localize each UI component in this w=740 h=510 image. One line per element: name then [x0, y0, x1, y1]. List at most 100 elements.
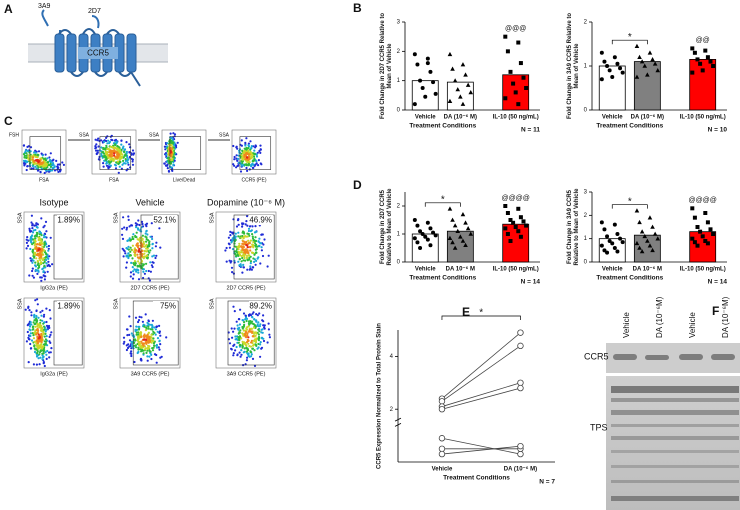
event-dot	[232, 163, 235, 166]
tps-bands	[611, 386, 739, 501]
event-dot	[157, 346, 160, 349]
event-dot	[227, 338, 230, 341]
event-dot	[253, 231, 257, 234]
event-dot	[173, 144, 176, 147]
data-point	[465, 226, 471, 231]
event-dot	[155, 346, 159, 349]
event-dot	[233, 259, 236, 262]
event-dot	[255, 320, 258, 323]
event-dot	[225, 246, 228, 250]
event-dot	[158, 324, 161, 327]
event-dot	[146, 344, 150, 347]
event-dot	[113, 163, 117, 166]
event-dot	[244, 318, 247, 321]
event-dot	[257, 240, 260, 243]
x-tick-label: IL-10 (50 ng/mL)	[493, 267, 539, 273]
event-dot	[248, 245, 251, 249]
event-dot	[136, 264, 139, 267]
blot-tps	[606, 376, 740, 510]
event-dot	[34, 151, 38, 154]
event-dot	[120, 139, 123, 142]
event-dot	[26, 150, 30, 153]
event-dot	[250, 268, 253, 271]
event-dot	[238, 253, 241, 256]
event-dot	[131, 248, 134, 252]
event-dot	[237, 231, 240, 234]
data-point	[428, 243, 433, 248]
event-dot	[132, 270, 135, 273]
event-dot	[37, 248, 40, 251]
event-dot	[31, 267, 34, 270]
event-dot	[122, 216, 125, 219]
event-dot	[138, 342, 142, 345]
event-dot	[145, 238, 148, 241]
data-point	[517, 442, 524, 450]
panel-letter: B	[353, 1, 362, 15]
data-point	[412, 102, 417, 107]
event-dot	[103, 140, 106, 143]
event-dot	[249, 330, 252, 333]
data-point	[703, 239, 708, 243]
data-point	[450, 217, 455, 222]
event-dot	[34, 251, 37, 255]
event-dot	[159, 356, 162, 359]
data-point	[705, 241, 710, 246]
data-point	[420, 86, 425, 90]
event-dot	[105, 146, 108, 149]
event-dot	[232, 352, 235, 355]
event-dot	[127, 343, 130, 346]
y-tick-label: 2	[584, 213, 588, 219]
event-dot	[40, 240, 43, 244]
significance-label: @@@@	[501, 195, 529, 202]
event-dot	[26, 244, 30, 247]
event-dot	[246, 246, 249, 249]
event-dot	[35, 317, 38, 320]
event-dot	[116, 148, 119, 151]
gating-y-label: FSH	[9, 132, 19, 138]
event-dot	[159, 246, 162, 249]
event-dot	[138, 315, 141, 318]
event-dot	[135, 333, 138, 336]
event-dot	[48, 356, 51, 359]
data-point	[452, 223, 458, 228]
significance-bracket	[441, 315, 521, 320]
event-dot	[233, 310, 236, 313]
y-axis-label: Fold Change in 2D7 CCR5 Relative to Mean…	[380, 12, 393, 120]
event-dot	[234, 335, 237, 338]
event-dot	[128, 151, 131, 154]
event-dot	[122, 150, 125, 153]
data-point	[455, 228, 461, 233]
event-dot	[130, 350, 133, 353]
event-dot	[159, 334, 162, 337]
data-point	[615, 249, 620, 254]
event-dot	[29, 332, 32, 335]
event-dot	[149, 235, 152, 238]
event-dot	[143, 252, 146, 255]
data-point	[513, 90, 518, 95]
event-dot	[129, 275, 132, 278]
event-dot	[38, 353, 41, 356]
event-dot	[229, 234, 232, 237]
event-dot	[238, 323, 241, 326]
data-point	[700, 234, 705, 239]
data-point	[655, 68, 661, 73]
event-dot	[29, 329, 32, 332]
event-dot	[43, 313, 46, 316]
data-point	[517, 342, 524, 350]
data-point	[423, 94, 428, 99]
event-dot	[22, 153, 26, 156]
event-dot	[232, 144, 235, 148]
event-dot	[30, 311, 33, 314]
significance-bracket	[611, 204, 648, 209]
event-dot	[146, 246, 149, 249]
gating-y-label: SSA	[149, 132, 160, 138]
event-dot	[40, 276, 43, 279]
flow-column-title: Dopamine (10⁻⁶ M)	[207, 197, 285, 207]
event-dot	[251, 322, 254, 325]
event-dot	[140, 245, 143, 249]
event-dot	[40, 279, 43, 282]
data-point	[599, 220, 604, 225]
event-dot	[251, 347, 254, 350]
event-dot	[259, 343, 262, 346]
event-dot	[263, 238, 266, 241]
